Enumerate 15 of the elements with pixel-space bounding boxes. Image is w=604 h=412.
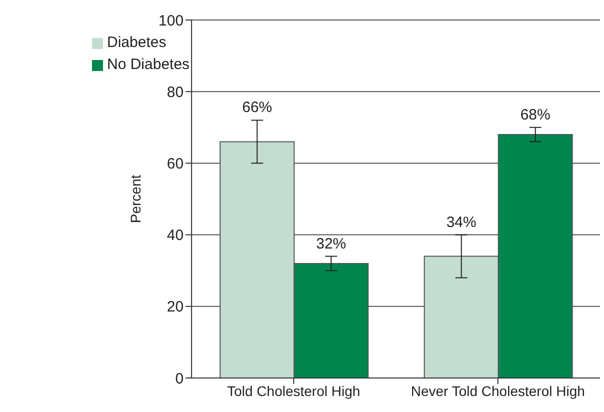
data-label: 66% — [242, 99, 272, 116]
legend-label: No Diabetes — [107, 56, 190, 73]
data-label: 68% — [520, 106, 550, 124]
y-tick-label: 40 — [166, 227, 184, 244]
x-tick-label: Never Told Cholesterol High — [410, 382, 585, 399]
legend-label: Diabetes — [107, 34, 166, 51]
y-tick-label: 80 — [166, 84, 184, 101]
data-label: 34% — [446, 214, 476, 231]
y-tick-label: 20 — [166, 298, 184, 316]
y-tick-label: 0 — [175, 370, 184, 388]
data-label: 32% — [316, 235, 346, 252]
y-axis-title: Percent — [128, 174, 144, 224]
x-tick-label: Told Cholesterol High — [227, 382, 360, 399]
y-tick-label: 60 — [166, 156, 184, 173]
y-tick-label: 100 — [158, 12, 184, 30]
